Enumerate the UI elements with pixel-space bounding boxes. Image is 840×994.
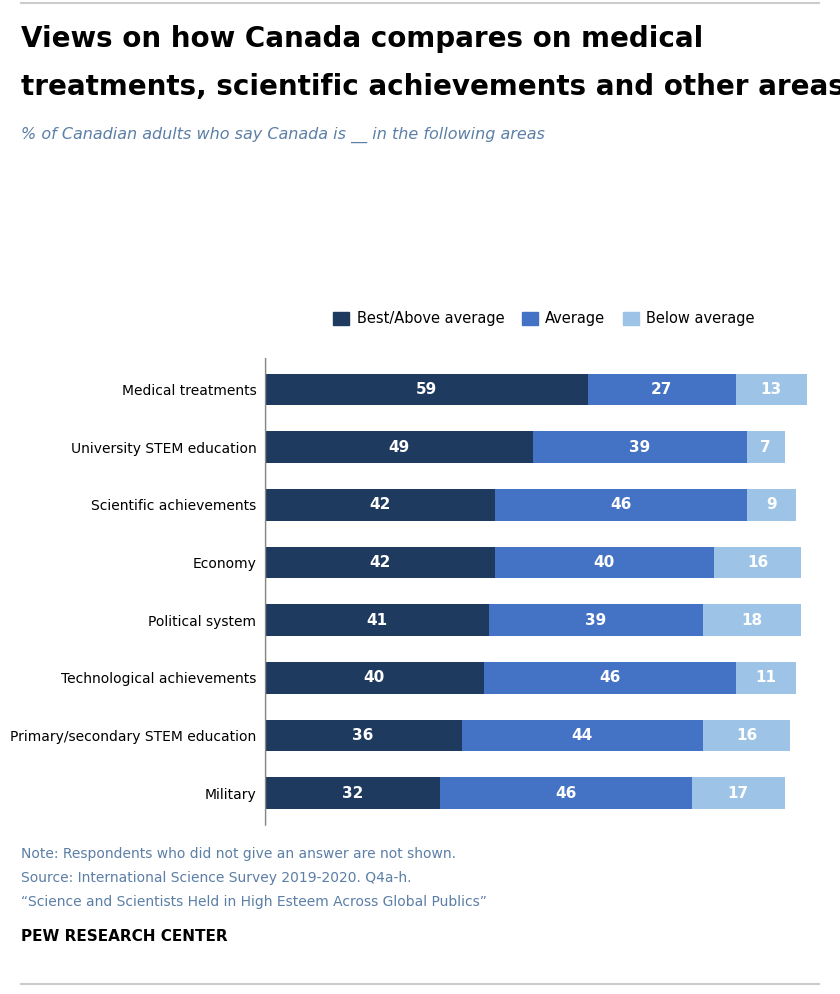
Bar — [533, 431, 747, 463]
Text: 40: 40 — [594, 555, 615, 571]
Text: 7: 7 — [760, 439, 771, 454]
Text: % of Canadian adults who say Canada is __ in the following areas: % of Canadian adults who say Canada is _… — [21, 127, 545, 143]
Bar — [747, 489, 795, 521]
Text: 40: 40 — [364, 670, 385, 686]
Text: “Science and Scientists Held in High Esteem Across Global Publics”: “Science and Scientists Held in High Est… — [21, 895, 487, 909]
Text: 46: 46 — [555, 786, 576, 801]
Bar — [714, 547, 801, 579]
Text: 49: 49 — [388, 439, 409, 454]
Text: 11: 11 — [755, 670, 776, 686]
Bar — [265, 720, 462, 751]
Text: 41: 41 — [366, 612, 387, 628]
Bar — [747, 431, 785, 463]
Bar — [736, 662, 795, 694]
Text: 46: 46 — [610, 497, 631, 513]
Bar — [495, 547, 714, 579]
Text: treatments, scientific achievements and other areas: treatments, scientific achievements and … — [21, 73, 840, 100]
Text: Note: Respondents who did not give an answer are not shown.: Note: Respondents who did not give an an… — [21, 847, 456, 861]
Bar — [462, 720, 703, 751]
Bar — [703, 720, 790, 751]
Text: 39: 39 — [629, 439, 650, 454]
Text: PEW RESEARCH CENTER: PEW RESEARCH CENTER — [21, 929, 228, 944]
Bar — [495, 489, 747, 521]
Text: 42: 42 — [369, 497, 391, 513]
Text: 32: 32 — [342, 786, 363, 801]
Bar — [265, 489, 495, 521]
Text: Source: International Science Survey 2019-2020. Q4a-h.: Source: International Science Survey 201… — [21, 871, 412, 885]
Text: 13: 13 — [760, 382, 782, 397]
Legend: Best/Above average, Average, Below average: Best/Above average, Average, Below avera… — [328, 305, 760, 332]
Text: 16: 16 — [736, 729, 757, 744]
Bar — [484, 662, 736, 694]
Bar — [265, 662, 484, 694]
Text: 42: 42 — [369, 555, 391, 571]
Text: 46: 46 — [599, 670, 620, 686]
Text: 27: 27 — [651, 382, 672, 397]
Bar — [588, 374, 736, 406]
Bar — [692, 777, 785, 809]
Text: 59: 59 — [416, 382, 437, 397]
Bar — [703, 604, 801, 636]
Text: 44: 44 — [571, 729, 593, 744]
Text: 39: 39 — [585, 612, 606, 628]
Text: 17: 17 — [727, 786, 749, 801]
Bar — [440, 777, 692, 809]
Text: 9: 9 — [766, 497, 776, 513]
Text: 16: 16 — [747, 555, 768, 571]
Text: Views on how Canada compares on medical: Views on how Canada compares on medical — [21, 25, 703, 53]
Bar — [265, 604, 489, 636]
Text: 36: 36 — [353, 729, 374, 744]
Bar — [265, 777, 440, 809]
Text: 18: 18 — [742, 612, 763, 628]
Bar — [736, 374, 806, 406]
Bar — [489, 604, 703, 636]
Bar — [265, 374, 588, 406]
Bar — [265, 547, 495, 579]
Bar — [265, 431, 533, 463]
